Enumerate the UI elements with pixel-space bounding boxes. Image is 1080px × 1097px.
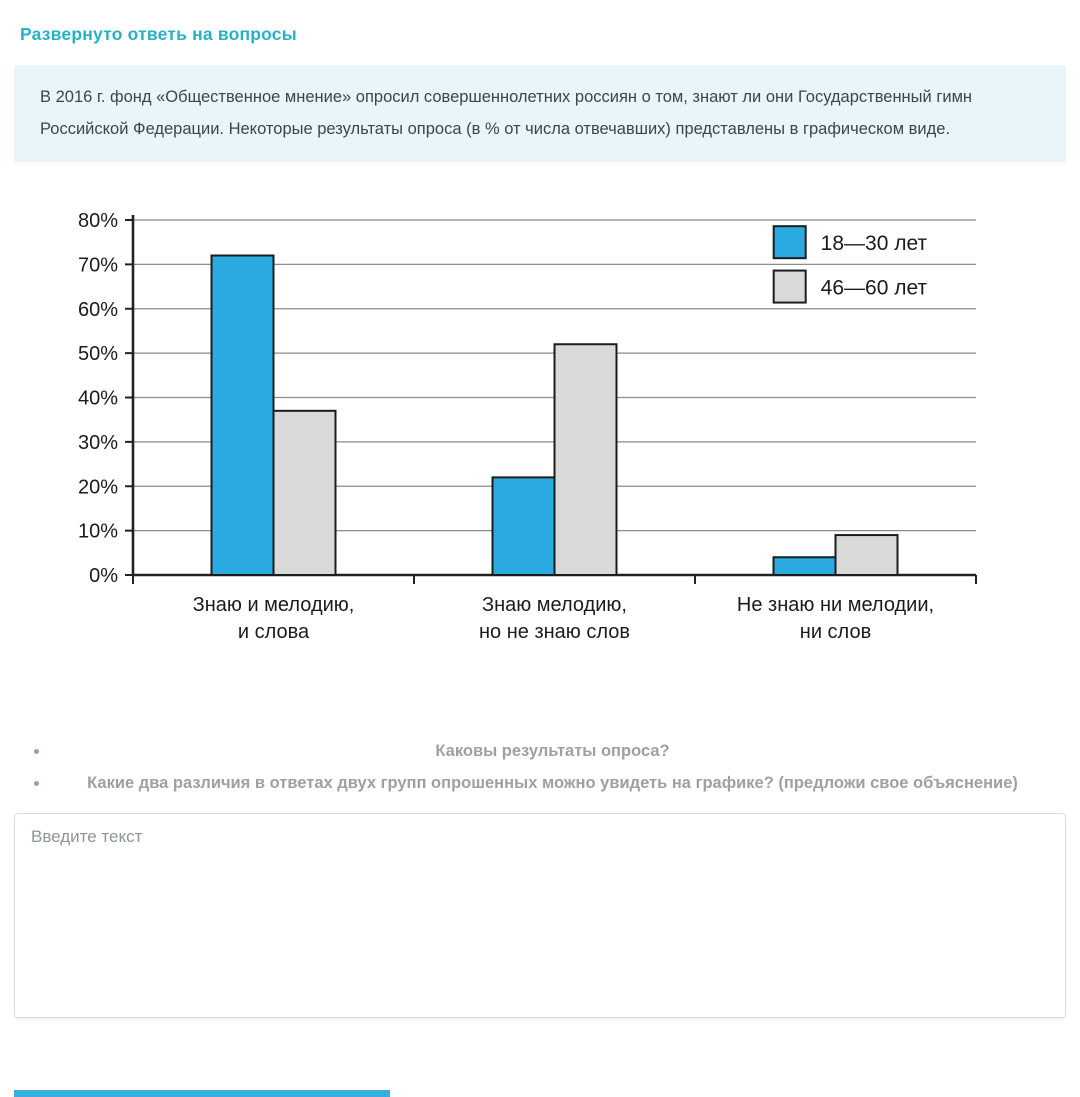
question-text: Какие два различия в ответах двух групп … [87,773,1018,792]
svg-text:18—30 лет: 18—30 лет [821,233,928,256]
question-item-2: Какие два различия в ответах двух групп … [14,768,1066,799]
svg-text:30%: 30% [78,432,118,454]
svg-text:ни слов: ни слов [800,621,871,643]
task-description-text: В 2016 г. фонд «Общественное мнение» опр… [40,88,973,138]
svg-text:Знаю мелодию,: Знаю мелодию, [482,594,627,616]
quiz-page: Развернуто ответь на вопросы В 2016 г. ф… [0,24,1080,1019]
svg-text:60%: 60% [78,299,118,321]
question-item-1: Каковы результаты опроса? [14,736,1066,767]
question-list: Каковы результаты опроса? Какие два разл… [14,736,1066,799]
svg-text:46—60 лет: 46—60 лет [821,277,928,300]
svg-text:20%: 20% [78,477,118,499]
svg-text:50%: 50% [78,343,118,365]
svg-text:80%: 80% [78,210,118,232]
chart-figure: 0% 10% 20% 30% 40% 50% 60% 70% 80% Знаю и мелодию… [38,202,1066,662]
svg-text:40%: 40% [78,388,118,410]
bullet-dot-icon [34,749,39,755]
page-title: Развернуто ответь на вопросы [20,24,297,44]
task-description-box: В 2016 г. фонд «Общественное мнение» опр… [14,65,1066,163]
svg-text:0%: 0% [89,565,118,587]
svg-text:и слова: и слова [238,621,310,643]
bar-chart: 0% 10% 20% 30% 40% 50% 60% 70% 80% Знаю и мелодию… [78,210,977,643]
bullet-dot-icon [34,780,39,786]
svg-text:70%: 70% [78,255,118,277]
answer-input[interactable] [14,813,1066,1019]
svg-text:но не знаю слов: но не знаю слов [479,621,630,643]
svg-text:Знаю и мелодию,: Знаю и мелодию, [193,594,355,616]
bottom-accent-bar [14,1090,390,1097]
svg-text:Не знаю ни мелодии,: Не знаю ни мелодии, [737,594,934,616]
svg-text:10%: 10% [78,521,118,543]
question-text: Каковы результаты опроса? [435,742,670,761]
